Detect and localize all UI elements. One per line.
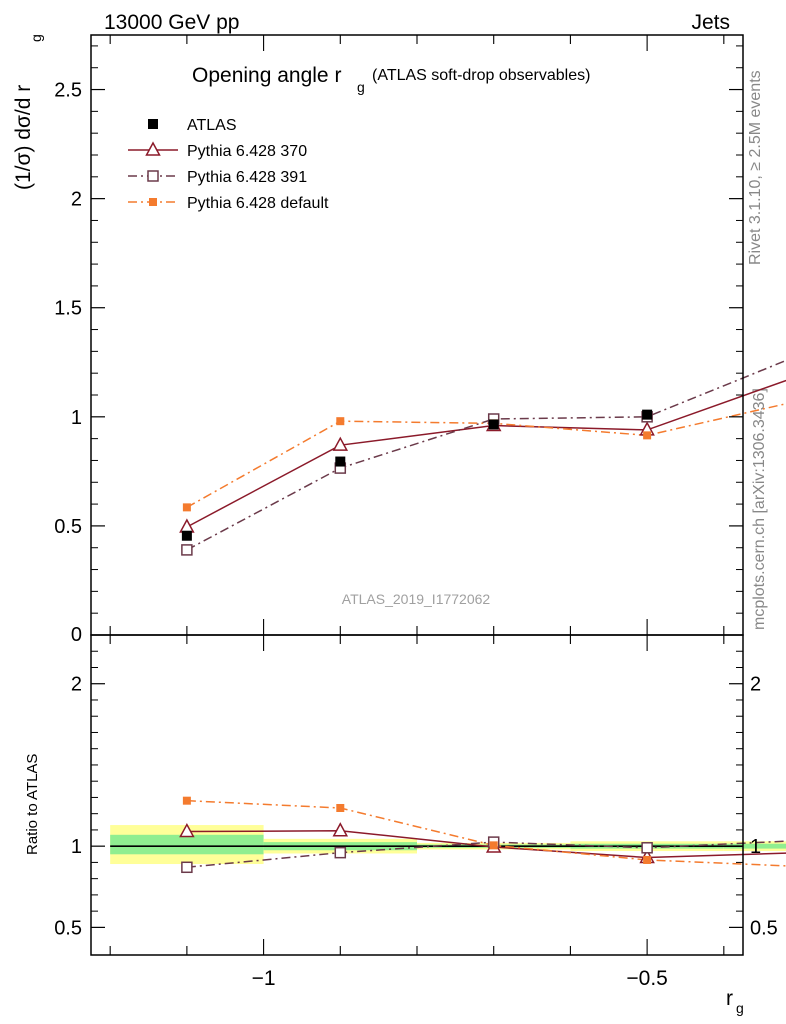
ratio-axes: 0.5 0.5 1 1 2 2 −1 −0.5	[54, 635, 778, 990]
rivet-label: Rivet 3.1.10, ≥ 2.5M events	[747, 70, 764, 265]
ratio-ytick-label-left-0: 0.5	[54, 917, 82, 939]
process-label: Jets	[691, 11, 730, 34]
x-tick-label-1: −0.5	[626, 967, 667, 990]
legend-label-2: Pythia 6.428 391	[187, 169, 307, 186]
main-point-s3-p2	[488, 419, 499, 430]
ratio-band-inner-4	[723, 843, 786, 849]
main-series-line-1	[186, 359, 786, 551]
ratio-point-s1-p0	[181, 861, 193, 874]
legend: ATLAS Pythia 6.428 370 Pythia 6.428 391 Pyt…	[128, 117, 329, 212]
ratio-point-s1-p3	[641, 842, 653, 854]
x-tick-label-0: −1	[252, 967, 276, 990]
ratio-series-line-2	[186, 799, 786, 867]
main-point-s3-p1	[335, 456, 346, 467]
main-ytick-label-0: 0.5	[54, 516, 82, 538]
ratio-point-s2-p1	[336, 803, 345, 812]
main-point-s2-p3	[643, 431, 652, 440]
main-point-s0-p1	[332, 436, 349, 451]
ratio-point-s0-p0	[179, 822, 195, 838]
legend-label-3: Pythia 6.428 default	[187, 195, 329, 212]
ratio-series-line-1	[186, 840, 786, 869]
chart-title-subscript: g	[357, 79, 365, 95]
legend-marker-1	[145, 141, 161, 156]
legend-marker-0	[148, 119, 158, 129]
ratio-point-s0-p1	[332, 822, 349, 837]
main-ytick-label-zero: 0	[71, 624, 82, 646]
main-y-axis: 0.5 1 1.5 2 2.5 0	[54, 35, 743, 646]
ratio-point-s1-p1	[334, 846, 347, 859]
ratio-ytick-label-left-1: 1	[71, 836, 82, 858]
ratio-point-s2-p3	[643, 855, 652, 864]
main-point-s3-p3	[642, 409, 653, 420]
ratio-ylabel: Ratio to ATLAS	[24, 754, 41, 855]
main-panel: 0.5 1 1.5 2 2.5 0 Opening angle r g (ATLAS so…	[12, 34, 786, 646]
ratio-frame	[90, 634, 744, 956]
main-marks	[179, 359, 786, 556]
analysis-label: ATLAS_2019_I1772062	[342, 591, 491, 607]
main-point-s2-p0	[182, 503, 191, 512]
ratio-ytick-label-right-2: 2	[750, 674, 761, 696]
main-ytick-label-1: 1	[71, 407, 82, 429]
legend-label-0: ATLAS	[187, 117, 237, 134]
ratio-ytick-label-left-2: 2	[71, 674, 82, 696]
main-ylabel-group: (1/σ) dσ/d r g	[12, 34, 44, 190]
ratio-point-s2-p0	[182, 796, 191, 805]
x-axis-label: r	[726, 987, 733, 1010]
main-ylabel: (1/σ) dσ/d r	[12, 85, 35, 190]
main-point-s1-p0	[181, 544, 193, 556]
energy-label: 13000 GeV pp	[104, 11, 239, 34]
legend-marker-3	[149, 198, 157, 206]
main-point-s3-p0	[181, 530, 192, 541]
main-ytick-label-2: 1.5	[54, 298, 82, 320]
main-series-line-0	[186, 379, 786, 528]
main-series-line-2	[186, 402, 786, 509]
mcplots-label: mcplots.cern.ch [arXiv:1306.3436]	[751, 388, 768, 630]
main-point-s0-p0	[179, 518, 195, 533]
main-ytick-label-3: 2	[71, 189, 82, 211]
ratio-ytick-label-right-0: 0.5	[750, 917, 778, 939]
ratio-point-s2-p2	[489, 841, 498, 850]
main-ylabel-subscript: g	[28, 34, 44, 42]
legend-label-1: Pythia 6.428 370	[187, 143, 307, 160]
legend-marker-2	[147, 170, 159, 182]
ratio-panel: 0.5 0.5 1 1 2 2 −1 −0.5 Ratio to ATLAS r g	[24, 634, 786, 1016]
ratio-band-inner-0	[110, 834, 264, 855]
chart-title-extra: (ATLAS soft-drop observables)	[372, 67, 590, 84]
chart-title: Opening angle r	[192, 64, 341, 87]
ratio-ytick-label-right-1: 1	[750, 836, 761, 858]
x-axis-label-subscript: g	[736, 1000, 744, 1016]
main-ytick-label-4: 2.5	[54, 80, 82, 102]
ratio-marks	[179, 796, 786, 874]
main-point-s2-p1	[336, 417, 345, 426]
